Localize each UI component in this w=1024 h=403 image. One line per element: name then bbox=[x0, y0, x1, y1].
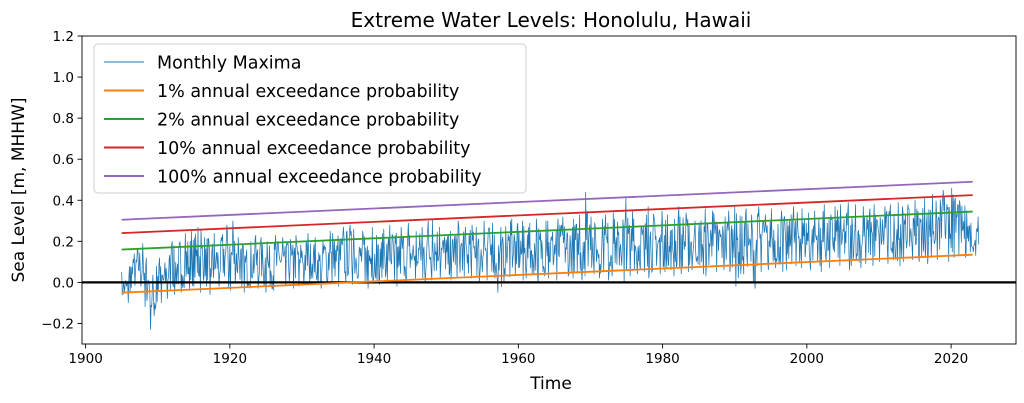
series-line-exceedance-1 bbox=[121, 253, 973, 294]
x-tick-label: 1940 bbox=[357, 351, 391, 367]
x-axis: 1900 1920 1940 1960 1980 2000 2020 bbox=[68, 344, 968, 367]
x-tick-label: 2020 bbox=[934, 351, 968, 367]
x-tick-label: 2000 bbox=[790, 351, 824, 367]
y-tick-label: 0.6 bbox=[53, 152, 74, 168]
series-line-exceedance-3 bbox=[121, 194, 973, 235]
y-tick-label: 1.0 bbox=[53, 70, 74, 86]
series-line-exceedance-2 bbox=[121, 210, 973, 251]
plot-frame bbox=[81, 35, 1017, 345]
legend-entry-label: 1% annual exceedance probability bbox=[157, 82, 459, 102]
x-tick-label: 1960 bbox=[501, 351, 535, 367]
legend: Monthly Maxima 1% annual exceedance proba… bbox=[93, 43, 527, 194]
y-tick-label: 0.0 bbox=[53, 275, 74, 291]
legend-entry-label: 10% annual exceedance probability bbox=[157, 139, 471, 159]
y-axis: −0.2 0.0 0.2 0.4 0.6 0.8 1.0 1.2 bbox=[41, 29, 82, 332]
y-tick-label: 0.8 bbox=[53, 111, 74, 127]
y-tick-label: 0.4 bbox=[53, 193, 74, 209]
series-line-monthly-maxima bbox=[121, 187, 980, 330]
x-tick-label: 1900 bbox=[68, 351, 102, 367]
legend-entry-label: 100% annual exceedance probability bbox=[157, 168, 482, 188]
legend-entry-label: Monthly Maxima bbox=[157, 54, 301, 74]
x-tick-label: 1980 bbox=[645, 351, 679, 367]
legend-box bbox=[93, 43, 527, 194]
y-tick-label: 1.2 bbox=[53, 29, 74, 45]
x-tick-label: 1920 bbox=[213, 351, 247, 367]
y-tick-label: 0.2 bbox=[53, 234, 74, 250]
plot-area bbox=[81, 35, 1017, 345]
x-axis-label: Time bbox=[529, 374, 572, 394]
y-axis-label: Sea Level [m, MHHW] bbox=[9, 97, 29, 282]
y-tick-label: −0.2 bbox=[41, 316, 74, 332]
legend-entry-label: 2% annual exceedance probability bbox=[157, 111, 459, 131]
series-line-exceedance-4 bbox=[121, 180, 973, 221]
chart-title: Extreme Water Levels: Honolulu, Hawaii bbox=[351, 8, 752, 32]
